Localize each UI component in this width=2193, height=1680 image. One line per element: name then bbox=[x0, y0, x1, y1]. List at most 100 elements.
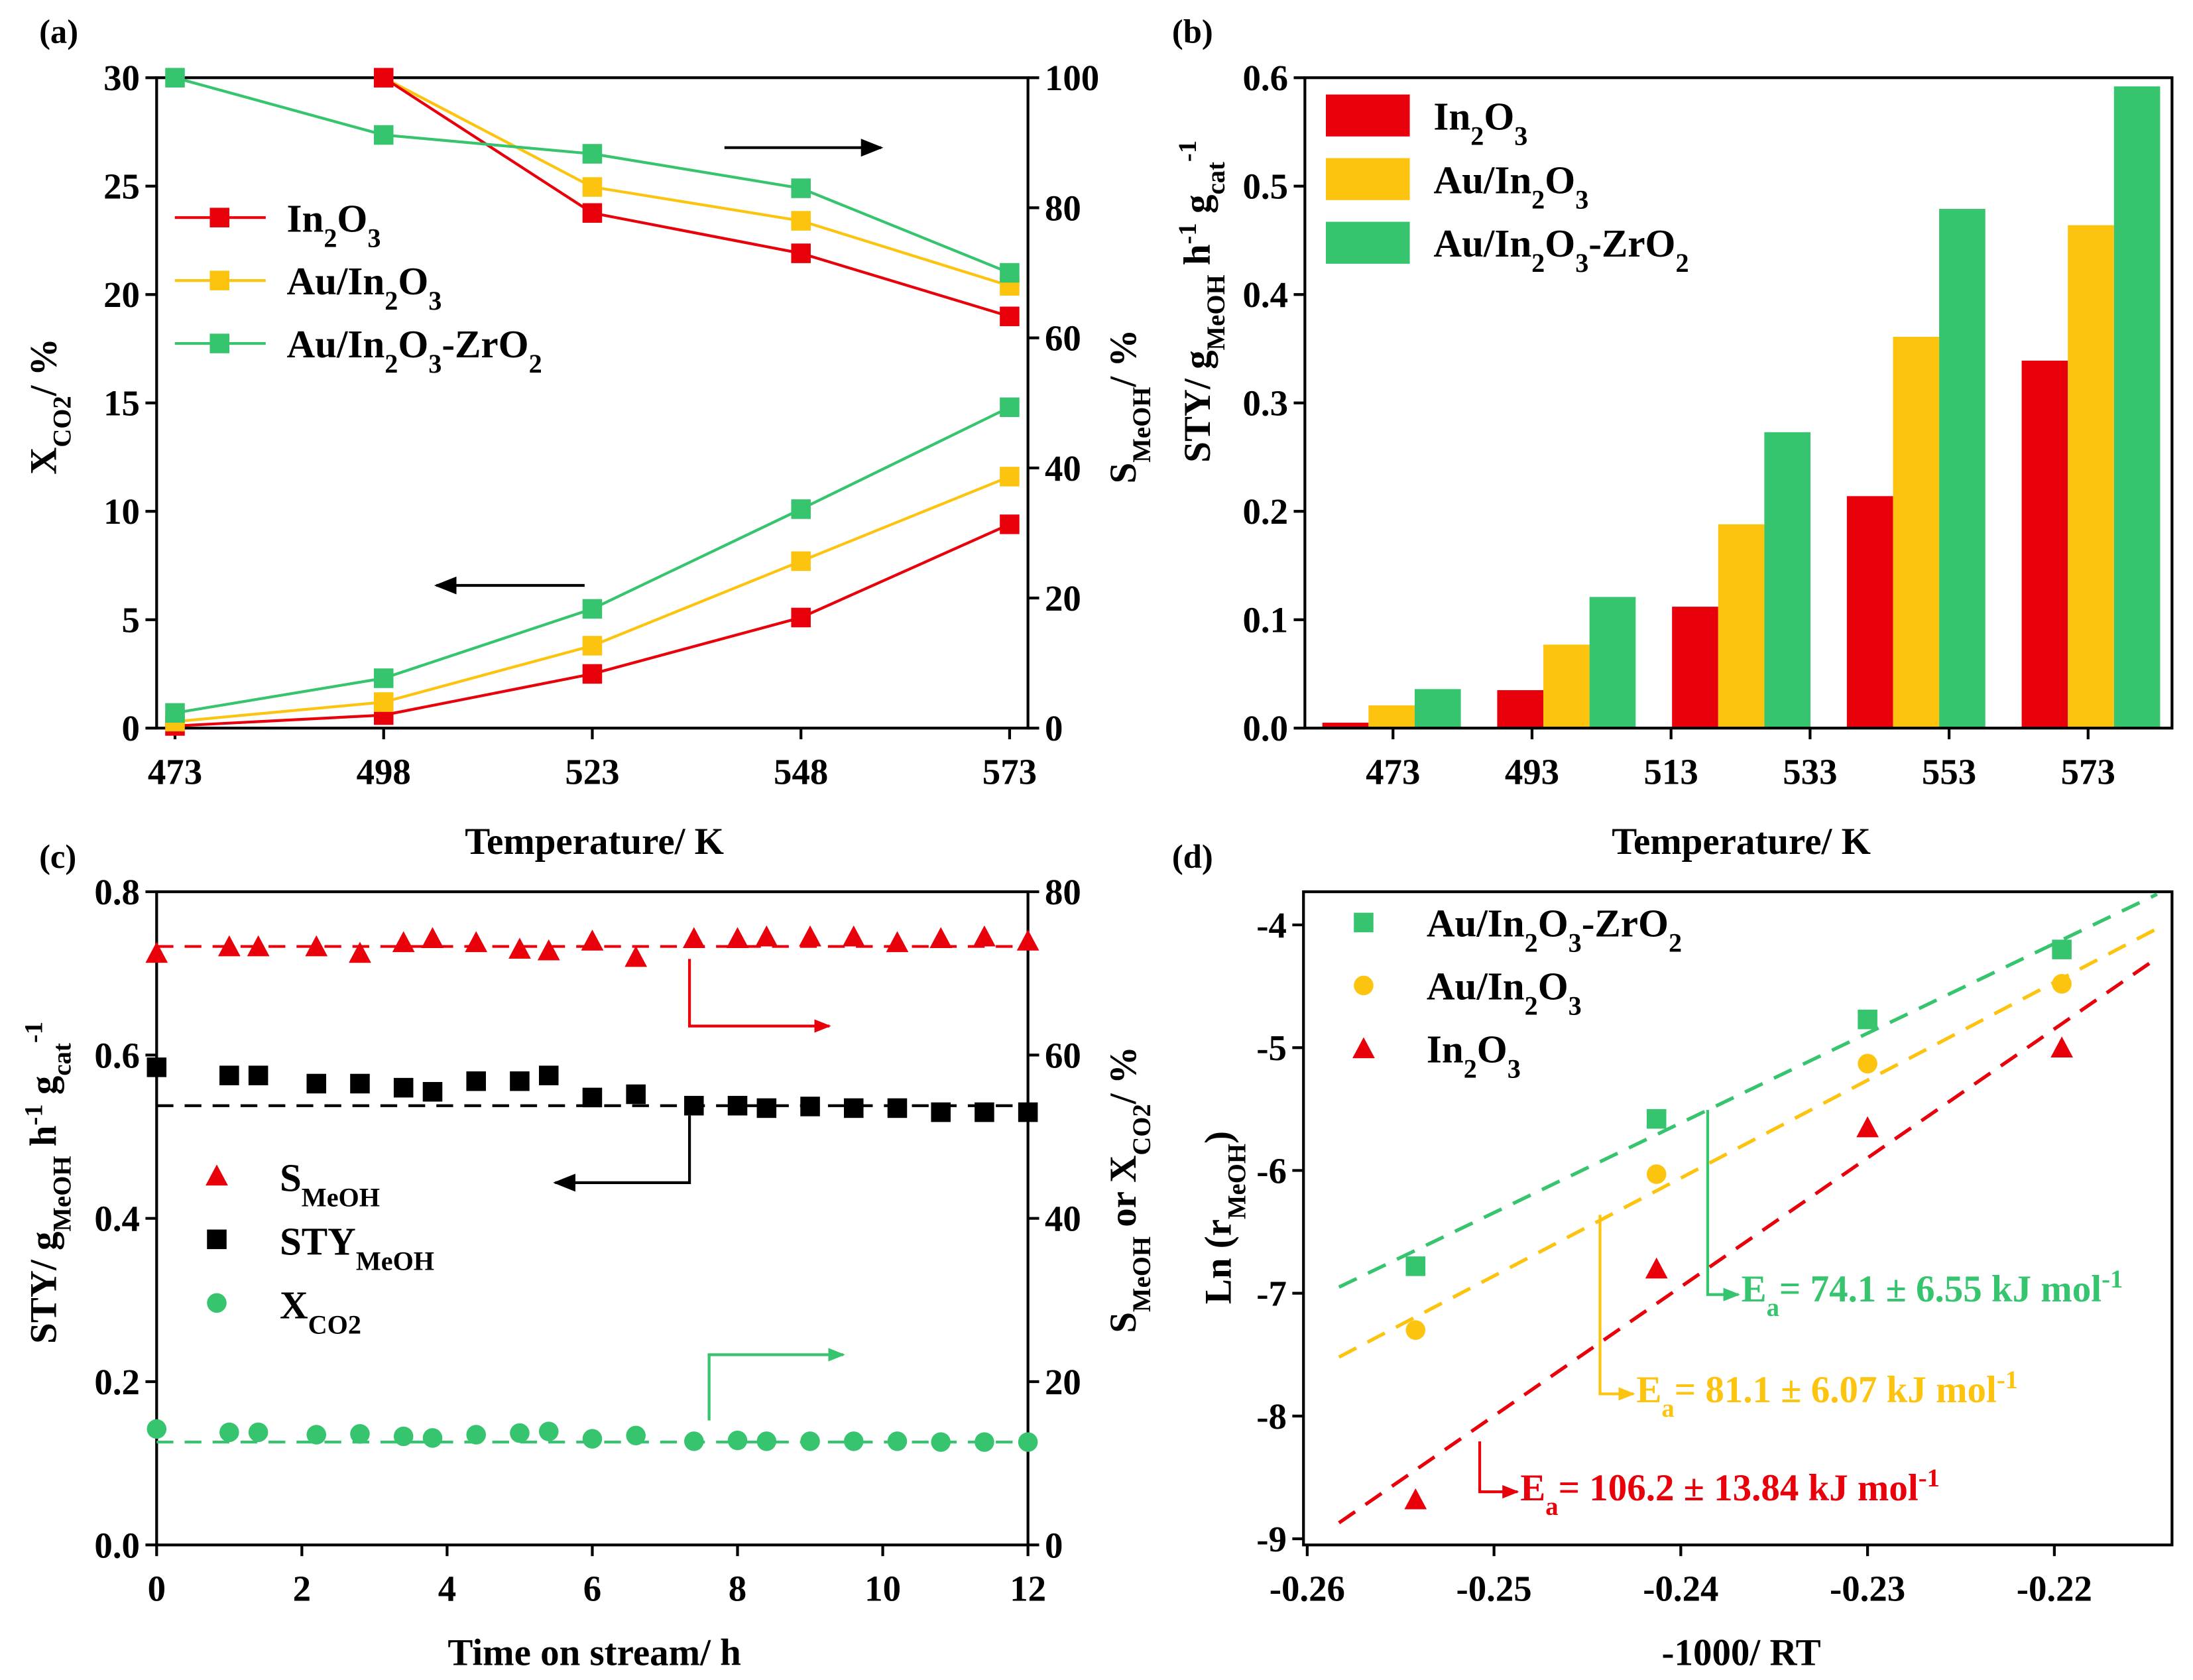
right-y-tick-label: 80 bbox=[1045, 872, 1081, 912]
left-y-tick-label: 0.4 bbox=[1242, 274, 1288, 315]
panel-d-arrhenius: (d) -9 -8 -7 -6 -5 -4 -0.26 -0.25 -0.24 -0.23 -0.22… bbox=[1172, 838, 2174, 1674]
series-line-X_CO2 bbox=[174, 522, 1010, 728]
fit-dashed-line bbox=[1338, 956, 2159, 1525]
panel-b-sty-bars: (b) 0.0 0.1 0.2 0.3 0.4 0.5 0.6 473 493 513 533 553 5… bbox=[1172, 13, 2174, 863]
data-point bbox=[465, 931, 488, 953]
data-point bbox=[219, 1065, 239, 1085]
panel-a-conversion-selectivity: (a) 0 5 10 15 20 25 30 0 20 40 60 80 100 473 498 523 548 5… bbox=[23, 13, 1156, 863]
x-tick-label: 473 bbox=[1366, 752, 1420, 792]
data-point bbox=[975, 1102, 994, 1122]
legend-marker bbox=[1354, 912, 1374, 933]
data-point bbox=[624, 945, 648, 967]
data-point bbox=[582, 664, 603, 684]
data-point bbox=[791, 178, 811, 198]
activation-energy-pointer bbox=[1478, 1441, 1519, 1499]
y-axis-label: XCO2/ % bbox=[23, 338, 76, 475]
right-y-tick-label: 20 bbox=[1045, 1362, 1081, 1402]
data-point bbox=[248, 1422, 268, 1443]
data-point bbox=[791, 551, 811, 571]
legend-label: SMeOH bbox=[280, 1156, 380, 1213]
left-y-tick-label: 0.0 bbox=[1242, 708, 1288, 749]
left-y-tick-label: 0.1 bbox=[1242, 600, 1288, 640]
legend-label: Au/In2O3 bbox=[1433, 158, 1588, 214]
data-point bbox=[931, 1432, 951, 1452]
bar bbox=[1368, 705, 1415, 729]
activation-energy-label: Ea= 74.1 ± 6.55 kJ mol-1 bbox=[1742, 1265, 2123, 1322]
data-point bbox=[373, 68, 394, 88]
data-point bbox=[373, 125, 394, 145]
x-tick-label: 548 bbox=[774, 752, 828, 792]
x-tick-label: -0.23 bbox=[1830, 1569, 1905, 1609]
data-point bbox=[799, 925, 821, 947]
data-point bbox=[349, 941, 371, 963]
left-y-tick-label: 0.2 bbox=[1242, 491, 1288, 532]
right-y-tick-label: 40 bbox=[1045, 1199, 1081, 1239]
right-y-tick-label: 40 bbox=[1045, 448, 1081, 489]
legend-marker bbox=[1352, 1037, 1375, 1059]
plot-frame bbox=[1302, 890, 2174, 1547]
legend-label: XCO2 bbox=[280, 1284, 361, 1340]
data-point bbox=[582, 203, 603, 223]
data-point bbox=[2052, 974, 2072, 994]
data-point bbox=[537, 939, 560, 961]
data-point bbox=[887, 1098, 908, 1118]
right-y-tick-label: 60 bbox=[1045, 1035, 1081, 1075]
data-point bbox=[1000, 397, 1020, 418]
left-y-tick-label: 5 bbox=[122, 600, 140, 640]
data-point bbox=[582, 1087, 603, 1108]
data-point bbox=[582, 177, 603, 197]
right-y-tick-label: 0 bbox=[1045, 708, 1063, 749]
left-y-tick-label: 0.6 bbox=[1242, 58, 1288, 98]
data-point bbox=[466, 1071, 486, 1091]
data-point bbox=[373, 692, 394, 712]
data-point bbox=[392, 931, 415, 953]
data-point bbox=[887, 1431, 908, 1451]
data-point bbox=[305, 935, 328, 957]
data-point bbox=[145, 941, 168, 963]
data-point bbox=[755, 925, 778, 947]
legend-marker bbox=[209, 208, 229, 227]
left-y-tick-label: -8 bbox=[1256, 1396, 1287, 1437]
data-point bbox=[508, 937, 531, 959]
right-y-axis-label: SMeOH or XCO2/ % bbox=[1102, 1046, 1156, 1333]
activation-energy-label: Ea= 106.2 ± 13.84 kJ mol-1 bbox=[1520, 1463, 1940, 1520]
x-tick-label: 6 bbox=[583, 1569, 601, 1609]
data-point bbox=[1016, 930, 1039, 951]
data-point bbox=[975, 1432, 994, 1452]
data-point bbox=[931, 1102, 951, 1122]
activation-energy-label: Ea= 81.1 ± 6.07 kJ mol-1 bbox=[1636, 1366, 2018, 1423]
data-point bbox=[800, 1097, 820, 1116]
bar bbox=[1414, 689, 1461, 729]
bar bbox=[1543, 644, 1590, 729]
fit-dashed-line bbox=[1338, 927, 2159, 1359]
legend-swatch bbox=[1325, 158, 1410, 200]
legend-swatch bbox=[1325, 94, 1410, 137]
left-y-tick-label: -5 bbox=[1256, 1028, 1287, 1068]
data-point bbox=[1646, 1164, 1667, 1184]
data-point bbox=[582, 636, 603, 656]
left-y-tick-label: -7 bbox=[1256, 1274, 1287, 1314]
data-point bbox=[1645, 1257, 1668, 1279]
panel-c-stability: (c) 0.0 0.2 0.4 0.6 0.8 0 20 40 60 80 0 2 4 6 8 10 12 STY/… bbox=[19, 838, 1156, 1674]
data-point bbox=[219, 1422, 239, 1443]
data-point bbox=[350, 1073, 370, 1094]
legend-label: In2O3 bbox=[1433, 94, 1527, 150]
left-y-tick-label: -9 bbox=[1256, 1519, 1287, 1559]
data-point bbox=[726, 927, 749, 949]
data-point bbox=[2052, 939, 2072, 959]
bar bbox=[1322, 723, 1369, 729]
legend-label: Au/In2O3 bbox=[1427, 965, 1582, 1021]
x-tick-label: 553 bbox=[1922, 752, 1976, 792]
x-tick-label: 4 bbox=[438, 1569, 456, 1609]
left-y-tick-label: 0 bbox=[122, 708, 140, 749]
data-point bbox=[510, 1071, 530, 1091]
left-y-tick-label: 0.0 bbox=[94, 1525, 140, 1565]
data-point bbox=[1404, 1488, 1427, 1510]
y-axis-label: STY/ gMeOH h-1 gcat-1 bbox=[19, 1022, 76, 1344]
legend-marker bbox=[209, 270, 229, 290]
left-y-tick-label: 10 bbox=[103, 491, 140, 532]
data-point bbox=[682, 927, 705, 949]
x-tick-label: -0.25 bbox=[1456, 1569, 1531, 1609]
data-point bbox=[147, 1419, 167, 1439]
